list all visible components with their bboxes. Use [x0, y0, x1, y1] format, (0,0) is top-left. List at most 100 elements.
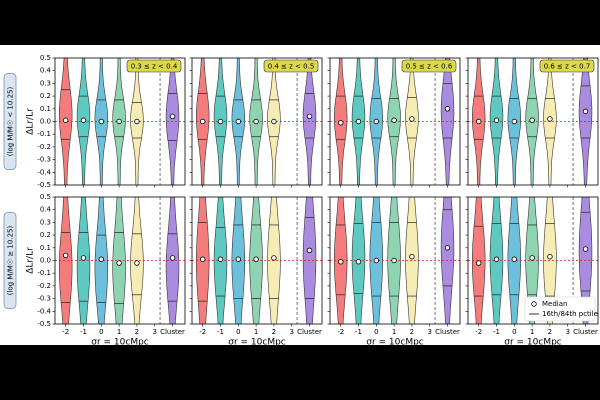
x-tick-label: 0: [99, 328, 103, 336]
median-marker: [493, 256, 500, 262]
plot-area: [55, 58, 185, 185]
x-tick-label: 3: [289, 328, 293, 336]
x-tick-label: -1: [217, 328, 224, 336]
median-marker: [235, 256, 242, 262]
z-label: 0.6 ≤ z < 0.7: [544, 63, 591, 71]
x-tick-label: 1: [117, 328, 121, 336]
violin: [59, 197, 73, 324]
z-label: 0.3 ≤ z < 0.4: [131, 63, 178, 71]
y-tick-label: 0.5: [40, 193, 51, 201]
median-marker: [547, 116, 553, 122]
median-marker: [475, 118, 482, 125]
median-marker: [169, 255, 176, 261]
y-tick-label: 0.1: [40, 244, 51, 252]
plot-area: [192, 197, 322, 324]
plot-area: [55, 197, 185, 324]
z-label-box: [126, 59, 182, 73]
x-tick-label: 2: [410, 328, 414, 336]
x-tick-label: 0: [374, 328, 378, 336]
plot-area: [192, 58, 322, 185]
y-tick-label: 0.4: [40, 67, 52, 75]
x-tick-label: 0: [236, 328, 240, 336]
x-tick-label: 2: [272, 328, 276, 336]
median-marker: [391, 117, 397, 123]
median-marker: [511, 256, 518, 262]
median-marker: [511, 118, 518, 125]
x-axis-label: σr = 10cMpc: [366, 338, 424, 348]
median-marker: [134, 260, 140, 266]
x-tick-label: -1: [355, 328, 362, 336]
median-marker: [62, 117, 69, 123]
row-label-box: [3, 212, 17, 309]
plot-area: [468, 197, 598, 324]
legend-box: [524, 296, 596, 322]
x-axis-label: σr = 10cMpc: [91, 338, 149, 348]
y-tick-label: -0.2: [37, 282, 51, 290]
y-axis-label: ΔLr/Lr: [26, 247, 36, 274]
legend-label: 16th/84th pctile: [542, 310, 598, 318]
y-tick-label: 0.3: [40, 79, 51, 87]
x-tick-label: 3: [565, 328, 569, 336]
z-label-box: [539, 59, 595, 73]
z-label: 0.4 ≤ z < 0.5: [268, 63, 315, 71]
median-marker: [199, 118, 206, 125]
median-marker: [582, 246, 589, 252]
x-tick-label: Cluster: [573, 328, 598, 336]
x-tick-label: 1: [392, 328, 396, 336]
plot-area: [330, 58, 460, 185]
x-tick-label: 0: [512, 328, 516, 336]
median-marker: [306, 113, 313, 120]
median-marker: [134, 118, 140, 125]
z-label: 0.5 ≤ z < 0.6: [406, 63, 453, 71]
median-marker: [116, 260, 122, 266]
median-marker: [529, 255, 535, 261]
y-tick-label: 0.0: [40, 118, 51, 126]
x-tick-label: 1: [254, 328, 258, 336]
x-tick-label: -1: [80, 328, 87, 336]
y-tick-label: 0.4: [40, 206, 52, 214]
median-marker: [253, 256, 259, 262]
row-label-box: [3, 73, 17, 170]
x-tick-label: -2: [337, 328, 344, 336]
median-marker: [475, 260, 482, 266]
x-tick-label: -1: [493, 328, 500, 336]
y-tick-label: 0.5: [40, 54, 51, 62]
median-marker: [493, 117, 500, 123]
y-tick-label: 0.2: [40, 231, 51, 239]
median-marker: [547, 253, 553, 260]
median-marker: [98, 118, 105, 125]
median-marker: [199, 256, 206, 262]
median-marker: [98, 256, 105, 262]
median-marker: [355, 118, 362, 125]
x-tick-label: 3: [152, 328, 156, 336]
x-tick-label: Cluster: [160, 328, 185, 336]
y-tick-label: 0.2: [40, 92, 51, 100]
median-marker: [253, 118, 259, 125]
y-tick-label: -0.4: [37, 168, 51, 176]
median-marker: [62, 252, 69, 259]
median-marker: [217, 118, 224, 125]
median-marker: [409, 253, 415, 260]
z-label-box: [263, 59, 319, 73]
median-marker: [80, 255, 87, 261]
plot-area: [468, 58, 598, 185]
x-tick-label: 3: [427, 328, 431, 336]
median-marker: [116, 118, 122, 125]
median-marker: [355, 259, 362, 265]
y-tick-label: -0.4: [37, 307, 51, 315]
x-tick-label: -2: [475, 328, 482, 336]
median-marker: [373, 118, 380, 125]
median-marker: [306, 247, 313, 254]
y-axis-label: ΔLr/Lr: [26, 108, 36, 135]
y-tick-label: -0.1: [37, 269, 51, 277]
legend-median-symbol: [531, 301, 537, 307]
median-marker: [217, 256, 224, 262]
plot-area: [330, 197, 460, 324]
row-label: (log M/M☉ < 10.25): [7, 87, 15, 157]
y-tick-label: -0.5: [37, 181, 51, 189]
y-tick-label: -0.3: [37, 295, 51, 303]
legend-label: Median: [542, 300, 567, 308]
median-marker: [529, 117, 535, 123]
median-marker: [409, 116, 415, 122]
x-tick-label: Cluster: [435, 328, 460, 336]
